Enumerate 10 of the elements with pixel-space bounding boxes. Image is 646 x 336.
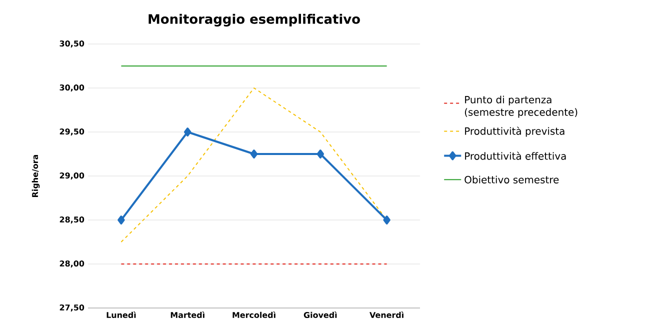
legend-label: Produttività effettiva — [465, 152, 566, 160]
legend-label: Punto di partenza (semestre precedente) — [464, 96, 578, 118]
point — [316, 150, 324, 158]
point — [383, 216, 390, 224]
point — [250, 150, 258, 158]
legend-label: Obiettivo semestre — [464, 176, 559, 184]
point — [184, 128, 192, 136]
legend-label: Produttività prevista — [465, 126, 564, 137]
chart-title: Monitoraggio esemplificativo — [148, 14, 360, 27]
point — [118, 216, 125, 224]
